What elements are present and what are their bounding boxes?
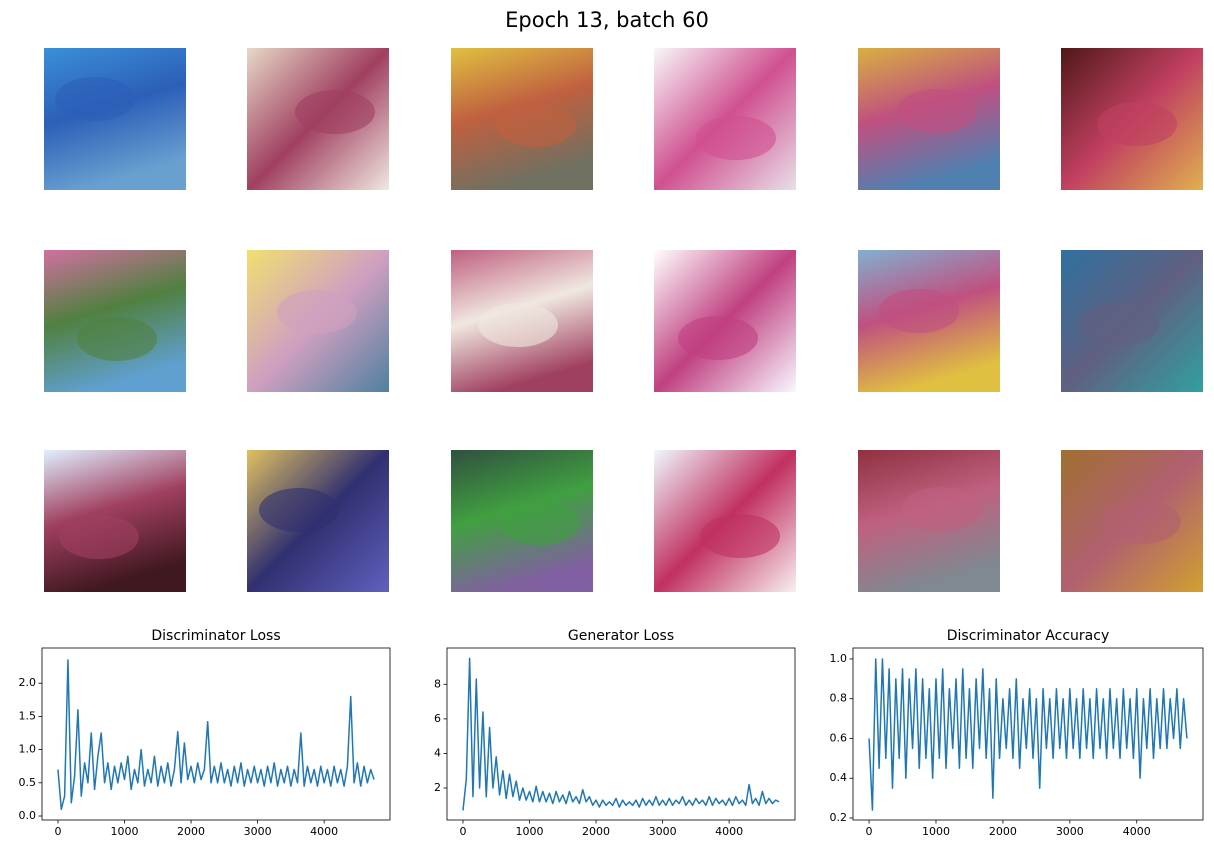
x-tick-label: 1000: [922, 825, 950, 838]
x-tick-label: 1000: [516, 825, 544, 838]
chart-title: Discriminator Loss: [151, 628, 280, 644]
sample-blob: [277, 290, 357, 334]
sample-blob: [700, 514, 780, 558]
sample-blob: [901, 487, 981, 531]
sample-blob: [1101, 500, 1181, 544]
x-tick-label: 4000: [310, 825, 338, 838]
y-tick-label: 0.4: [830, 771, 848, 784]
sample-blob: [879, 289, 959, 333]
sample-blob: [500, 501, 580, 545]
y-tick-label: 1.0: [830, 652, 848, 665]
chart-title: Discriminator Accuracy: [947, 628, 1109, 644]
axes-frame: [41, 647, 391, 821]
y-tick-label: 0.8: [830, 692, 848, 705]
x-tick-label: 4000: [1123, 825, 1151, 838]
chart-title: Generator Loss: [568, 628, 674, 644]
y-tick-label: 6: [434, 712, 441, 725]
y-tick-label: 0.2: [830, 811, 848, 824]
figure-title: Epoch 13, batch 60: [505, 8, 709, 32]
y-tick-label: 2.0: [19, 676, 37, 689]
x-tick-label: 3000: [649, 825, 677, 838]
x-tick-label: 4000: [715, 825, 743, 838]
image-grid: [44, 48, 1203, 592]
sample-blob: [59, 515, 139, 559]
sample-blob: [696, 116, 776, 160]
sample-image: [44, 48, 186, 190]
x-tick-label: 2000: [989, 825, 1017, 838]
y-tick-label: 4: [434, 746, 441, 759]
x-tick-label: 0: [866, 825, 873, 838]
sample-blob: [77, 317, 157, 361]
data-line: [462, 657, 780, 811]
x-tick-label: 1000: [111, 825, 139, 838]
data-line: [868, 658, 1188, 811]
sample-blob: [259, 488, 339, 532]
y-tick-label: 0.5: [19, 776, 37, 789]
axes-frame: [852, 647, 1204, 821]
sample-blob: [1097, 102, 1177, 146]
y-tick-label: 1.5: [19, 709, 37, 722]
sample-blob: [295, 90, 375, 134]
axes-frame: [446, 647, 796, 821]
x-tick-label: 2000: [177, 825, 205, 838]
x-tick-label: 0: [459, 825, 466, 838]
sample-blob: [496, 103, 576, 147]
data-line: [57, 659, 375, 811]
sample-blob: [1079, 302, 1159, 346]
x-tick-label: 2000: [582, 825, 610, 838]
sample-blob: [55, 77, 135, 121]
y-tick-label: 1.0: [19, 743, 37, 756]
sample-blob: [478, 303, 558, 347]
y-tick-label: 0.0: [19, 809, 37, 822]
y-tick-label: 2: [434, 781, 441, 794]
x-tick-label: 3000: [244, 825, 272, 838]
y-tick-label: 8: [434, 677, 441, 690]
y-tick-label: 0.6: [830, 731, 848, 744]
sample-blob: [678, 316, 758, 360]
x-tick-label: 0: [54, 825, 61, 838]
sample-blob: [897, 89, 977, 133]
x-tick-label: 3000: [1056, 825, 1084, 838]
